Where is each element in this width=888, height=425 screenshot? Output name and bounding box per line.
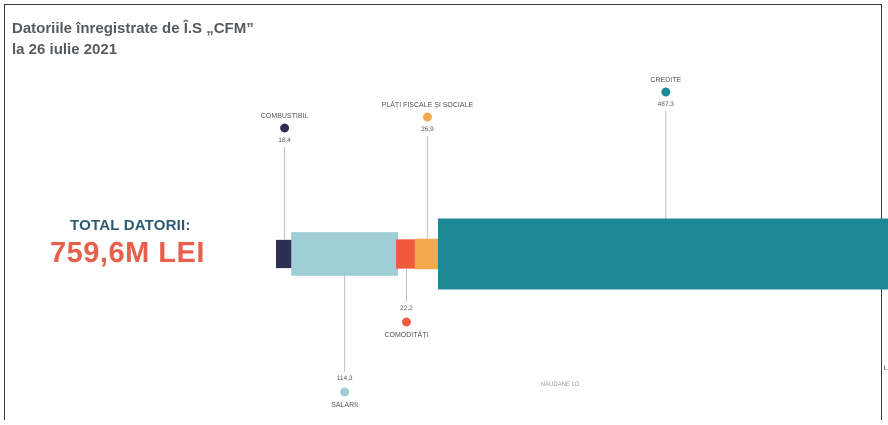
label-comoditati-line-1: COMODITĂȚI	[384, 330, 428, 339]
total-debts-value: 759,6M LEI	[50, 237, 205, 269]
label-combustibil: COMBUSTIBIL	[261, 113, 309, 120]
dot-comoditati	[401, 317, 411, 327]
dot-salarii	[340, 387, 350, 397]
value-salarii: 114,3	[337, 375, 353, 382]
total-debts-label: TOTAL DATORII:	[70, 217, 191, 234]
title-line-2: la 26 iulie 2021	[12, 41, 118, 58]
label-salarii-line-1: SALARII	[331, 402, 358, 409]
dot-credite	[661, 87, 671, 97]
value-comoditati: 22,2	[400, 305, 413, 312]
value-credite: 487,3	[658, 101, 675, 108]
figure-frame	[4, 4, 882, 420]
segment-plati-fiscale-si-sociale	[414, 238, 440, 270]
segment-comoditati	[396, 239, 417, 269]
segment-credite	[437, 218, 888, 290]
label-locomotive-wabtec-line-1: LOCOMOTIVE	[884, 365, 888, 372]
value-plati-fiscale-si-sociale: 26,9	[421, 126, 434, 133]
dot-combustibil	[280, 123, 290, 133]
segment-combustibil	[276, 239, 294, 269]
label-plati-fiscale-si-sociale: PLĂȚI FISCALE ȘI SOCIALE	[382, 100, 474, 109]
value-combustibil: 18,4	[278, 137, 291, 144]
label-credite: CREDITE	[650, 77, 681, 84]
dot-plati-fiscale-si-sociale	[422, 112, 432, 122]
segment-salarii	[291, 232, 399, 276]
chart-title: Datoriile înregistrate de Î.S „CFM” la 2…	[12, 18, 254, 60]
title-line-1: Datoriile înregistrate de Î.S „CFM”	[12, 20, 254, 37]
source-note: NAUDANE LD	[541, 382, 580, 388]
